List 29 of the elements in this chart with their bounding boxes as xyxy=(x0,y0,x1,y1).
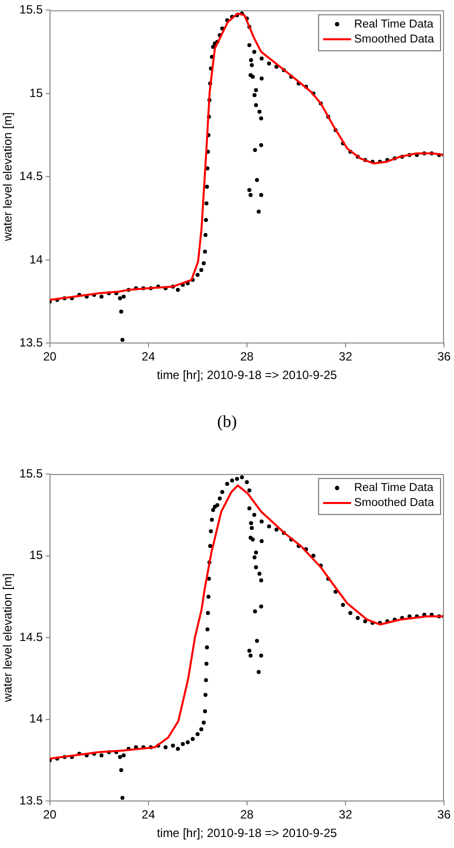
x-tick-label: 28 xyxy=(240,808,254,822)
y-axis-title: water level elevation [m] xyxy=(0,573,15,703)
y-tick-label: 15.5 xyxy=(19,2,44,17)
y-tick-label: 14.5 xyxy=(19,630,44,644)
x-axis-title: time [hr]; 2010-9-18 => 2010-9-25 xyxy=(156,368,338,382)
y-tick-label: 13.5 xyxy=(19,794,44,808)
x-tick-label: 36 xyxy=(437,808,451,822)
text: (b) xyxy=(217,412,237,432)
y-tick-label: 13.5 xyxy=(19,336,44,350)
legend-label: Real Time Data xyxy=(354,482,434,494)
y-tick-label: 14.5 xyxy=(19,169,44,184)
x-tick-label: 32 xyxy=(338,350,352,364)
x-tick-label: 36 xyxy=(437,350,451,364)
y-axis-title: water level elevation [m] xyxy=(0,112,15,242)
y-tick-label: 14 xyxy=(29,252,44,266)
y-tick-label: 15 xyxy=(29,86,44,100)
x-tick-label: 20 xyxy=(43,350,57,364)
x-tick-label: 24 xyxy=(142,350,156,364)
y-tick-label: 15 xyxy=(29,548,44,562)
legend-label: Real Time Data xyxy=(354,18,434,30)
y-tick-label: 15.5 xyxy=(19,466,44,480)
y-tick-label: 14 xyxy=(29,712,44,726)
x-axis-title: time [hr]; 2010-9-18 => 2010-9-25 xyxy=(156,826,338,840)
x-tick-label: 32 xyxy=(338,808,352,822)
x-tick-label: 24 xyxy=(142,808,156,822)
legend-label: Smoothed Data xyxy=(354,33,435,46)
legend-label: Smoothed Data xyxy=(354,497,435,510)
x-tick-label: 20 xyxy=(43,808,57,822)
x-tick-label: 28 xyxy=(240,350,254,364)
